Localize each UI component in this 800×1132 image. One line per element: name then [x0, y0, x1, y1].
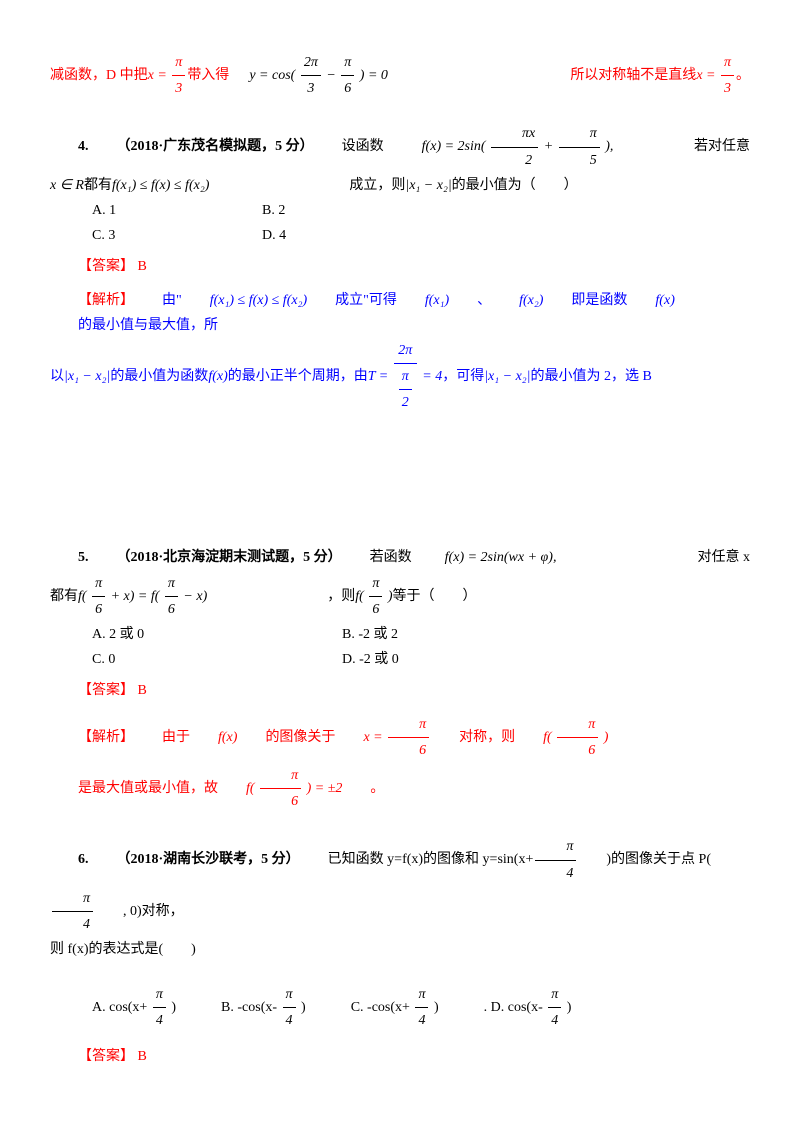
q6-text4: 则 f(x)的表达式是( ): [50, 942, 196, 957]
q4-text2: 若对任意: [666, 134, 750, 159]
q4-analysis-1: 【解析】 由" f(x₁) ≤ f(x) ≤ f(x₂) 成立"可得 f(x₁)…: [50, 288, 750, 338]
answer-value: B: [138, 683, 147, 698]
q4-T-formula: T = 2π π 2 = 4: [368, 338, 442, 416]
q3-text2: 带入得: [187, 63, 229, 88]
q6-choice-d: . D. cos(x- π 4 ): [484, 982, 572, 1033]
q4-formula4: |x₁ − x₂|: [405, 173, 451, 198]
q4-text1: 设函数: [314, 134, 384, 159]
q4-choice-c: C. 3: [92, 223, 152, 248]
q6: 6. （2018·湖南长沙联考，5 分） 已知函数 y=f(x)的图像和 y=s…: [50, 834, 750, 1069]
q5: 5. （2018·北京海淀期末测试题，5 分） 若函数 f(x) = 2sin(…: [50, 545, 750, 814]
q5-formula2: f( π 6 + x) = f( π 6 − x): [78, 571, 207, 622]
answer-label: 【答案】: [78, 1049, 134, 1064]
q4-answer: 【答案】 B: [50, 254, 750, 279]
spacer: [50, 435, 750, 545]
q4-formula1: f(x) = 2sin( πx 2 + π 5 ),: [394, 121, 614, 172]
q5-choice-a: A. 2 或 0: [92, 622, 232, 647]
q5-number: 5.: [50, 545, 89, 570]
q6-text1: 已知函数 y=f(x)的图像和 y=sin(x+: [300, 847, 534, 872]
q6-number: 6.: [50, 847, 89, 872]
q3-line: 减函数，D 中把 x = π 3 带入得 y = cos( 2π 3 − π 6…: [50, 50, 750, 101]
q5-choice-d: D. -2 或 0: [342, 647, 402, 672]
q5-choice-b: B. -2 或 2: [342, 622, 402, 647]
q3-formula-x2: x = π 3: [696, 50, 736, 101]
q5-text3: 都有: [50, 584, 78, 609]
q5-stem-1: 5. （2018·北京海淀期末测试题，5 分） 若函数 f(x) = 2sin(…: [50, 545, 750, 570]
q4-source: （2018·广东茂名模拟题，5 分）: [89, 134, 314, 159]
q4-text4: 成立，则: [349, 173, 405, 198]
q4-number: 4.: [50, 134, 89, 159]
q5-text4: ，则: [327, 584, 355, 609]
q6-source: （2018·湖南长沙联考，5 分）: [89, 847, 300, 872]
q4-stem-2: x ∈ R 都有 f(x₁) ≤ f(x) ≤ f(x₂) 成立，则 |x₁ −…: [50, 173, 750, 198]
q4-stem-1: 4. （2018·广东茂名模拟题，5 分） 设函数 f(x) = 2sin( π…: [50, 121, 750, 172]
q3-formula-y: y = cos( 2π 3 − π 6 ) = 0: [249, 50, 388, 101]
q5-answer: 【答案】 B: [50, 678, 750, 703]
answer-value: B: [138, 1049, 147, 1064]
frac-pi3: π 3: [172, 50, 185, 101]
q4-formula2: x ∈ R: [50, 173, 84, 198]
q5-text1: 若函数: [342, 545, 412, 570]
q4-choice-d: D. 4: [262, 223, 322, 248]
q5-choices: A. 2 或 0 B. -2 或 2 C. 0 D. -2 或 0: [92, 622, 750, 672]
q5-formula3: f( π 6 ): [355, 571, 392, 622]
q3-formula-x: x = π 3: [148, 50, 188, 101]
q5-stem-2: 都有 f( π 6 + x) = f( π 6 − x) ，则 f( π 6 )…: [50, 571, 750, 622]
q6-choice-c: C. -cos(x+ π 4 ): [351, 982, 439, 1033]
q4-text3: 都有: [84, 173, 112, 198]
analysis-label: 【解析】: [50, 288, 134, 313]
answer-value: B: [138, 259, 147, 274]
q5-formula1: f(x) = 2sin(wx + φ),: [417, 545, 557, 570]
q4-analysis-2: 以 |x₁ − x₂| 的最小值为函数 f(x) 的最小正半个周期，由 T = …: [50, 338, 750, 416]
q4-choices: A. 1 B. 2 C. 3 D. 4: [92, 198, 750, 248]
q5-analysis: 【解析】 由于 f(x) 的图像关于 x = π 6 对称，则 f( π 6 )…: [50, 712, 750, 815]
q5-choice-c: C. 0: [92, 647, 232, 672]
answer-label: 【答案】: [78, 683, 134, 698]
q6-choice-b: B. -cos(x- π 4 ): [221, 982, 306, 1033]
q6-choices: A. cos(x+ π 4 ) B. -cos(x- π 4 ) C. -cos…: [92, 982, 750, 1033]
q5-text5: 等于（ ）: [393, 584, 477, 609]
q3-tail: 减函数，D 中把 x = π 3 带入得 y = cos( 2π 3 − π 6…: [50, 50, 750, 101]
analysis-label: 【解析】: [50, 725, 134, 750]
q4-choice-a: A. 1: [92, 198, 152, 223]
q4: 4. （2018·广东茂名模拟题，5 分） 设函数 f(x) = 2sin( π…: [50, 121, 750, 415]
q3-text3: 所以对称轴不是直线: [570, 63, 696, 88]
q4-choice-b: B. 2: [262, 198, 322, 223]
q6-choice-a: A. cos(x+ π 4 ): [92, 982, 176, 1033]
q3-text1: 减函数，D 中把: [50, 63, 148, 88]
q4-text5: 的最小值为（ ）: [452, 173, 578, 198]
q6-stem-1: 6. （2018·湖南长沙联考，5 分） 已知函数 y=f(x)的图像和 y=s…: [50, 834, 750, 937]
answer-label: 【答案】: [78, 259, 134, 274]
q5-source: （2018·北京海淀期末测试题，5 分）: [89, 545, 342, 570]
q4-formula3: f(x₁) ≤ f(x) ≤ f(x₂): [112, 173, 209, 198]
q5-text2: 对任意 x: [670, 545, 751, 570]
q6-answer: 【答案】 B: [50, 1044, 750, 1069]
q6-stem-2: 则 f(x)的表达式是( ): [50, 937, 750, 962]
q6-text2: )的图像关于点 P(: [578, 847, 711, 872]
q6-text3: , 0)对称，: [95, 899, 184, 924]
